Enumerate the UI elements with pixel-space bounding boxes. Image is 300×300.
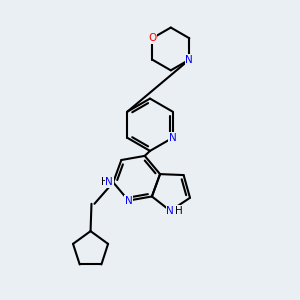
Text: H: H [176, 206, 183, 216]
Text: N: N [167, 206, 174, 216]
Text: N: N [124, 196, 132, 206]
Text: N: N [106, 177, 113, 188]
Text: O: O [148, 33, 156, 43]
Text: N: N [185, 55, 193, 64]
Text: N: N [169, 133, 176, 143]
Text: H: H [101, 177, 109, 188]
